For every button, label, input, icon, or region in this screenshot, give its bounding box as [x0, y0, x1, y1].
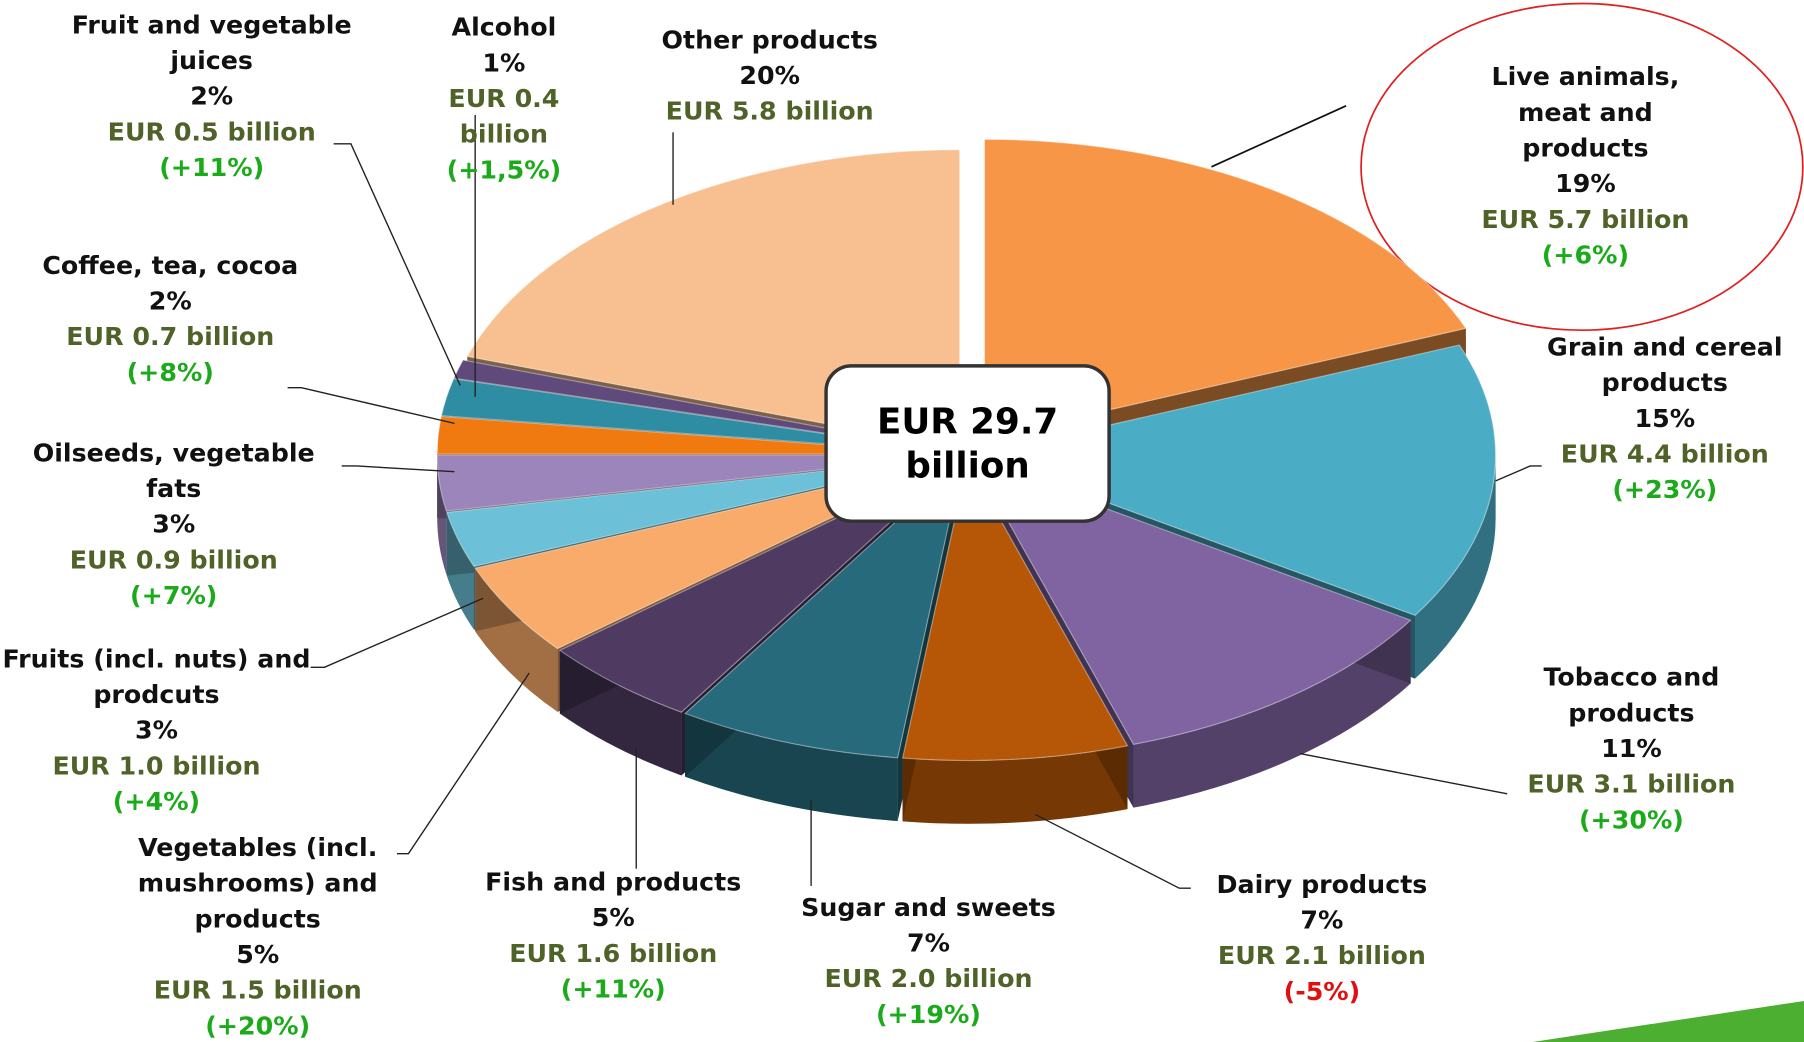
total-box: EUR 29.7 billion	[826, 366, 1109, 521]
percent-label: 7%	[1300, 906, 1344, 936]
category-label: Other products	[661, 26, 878, 56]
slice	[972, 458, 1412, 746]
leader-line	[396, 672, 530, 855]
percent-label: 19%	[1555, 170, 1616, 200]
change-label: (+7%)	[130, 582, 218, 611]
change-label: (+20%)	[205, 1012, 311, 1042]
slice-side-shade	[1133, 620, 1411, 808]
leader-line	[341, 465, 455, 473]
leader-line	[1495, 465, 1542, 482]
decoration	[1532, 1000, 1804, 1042]
change-label: (+23%)	[1612, 476, 1718, 506]
slice	[901, 459, 1129, 762]
slice-side-shade	[1415, 455, 1496, 679]
change-label: (+30%)	[1578, 806, 1684, 836]
category-label: Live animals, meat and products	[1491, 63, 1680, 164]
category-label: Coffee, tea, cocoa	[42, 251, 299, 281]
slice-label: Fruits (incl. nuts) and prodcuts 3% EUR 1.…	[0, 642, 323, 820]
percent-label: 2%	[190, 82, 234, 112]
slice-label: Fruit and vegetable juices 2% EUR 0.5 bill…	[39, 8, 384, 186]
percent-label: 20%	[739, 62, 800, 91]
amount-label: EUR 4.4 billion	[1560, 440, 1769, 470]
slice-label: Sugar and sweets 7% EUR 2.0 billion (+19%)	[756, 890, 1101, 1033]
slice-side	[902, 745, 1128, 824]
amount-label: EUR 0.9 billion	[69, 546, 278, 576]
amount-label: EUR 5.7 billion	[1481, 205, 1690, 235]
category-label: Fish and products	[485, 868, 742, 898]
amount-label: EUR 0.7 billion	[66, 323, 275, 353]
slice-side	[1133, 620, 1411, 808]
percent-label: 7%	[906, 929, 950, 959]
category-label: Tobacco and products	[1543, 663, 1720, 729]
category-label: Sugar and sweets	[801, 893, 1056, 923]
total-box-frame	[824, 364, 1111, 523]
amount-label: EUR 1.6 billion	[509, 939, 718, 969]
slice-label: Fish and products 5% EUR 1.6 billion (+11%)	[441, 865, 786, 1008]
change-label: (+19%)	[875, 1000, 981, 1030]
change-label: (+4%)	[112, 788, 201, 817]
slice-label: Vegetables (incl. mushrooms) and product…	[102, 831, 413, 1042]
slice-label: Alcohol 1% EUR 0.4 billion (+1,5%)	[412, 10, 596, 188]
amount-label: EUR 1.0 billion	[52, 752, 261, 782]
change-label: (+8%)	[126, 358, 214, 388]
percent-label: 15%	[1634, 404, 1696, 434]
percent-label: 3%	[134, 716, 178, 746]
slice	[684, 459, 964, 759]
amount-label: EUR 3.1 billion	[1527, 770, 1736, 800]
slice-label: Oilseeds, vegetable fats 3% EUR 0.9 billio…	[1, 436, 346, 614]
category-label: Vegetables (incl. mushrooms) and product…	[137, 834, 378, 935]
category-label: Alcohol	[451, 13, 557, 43]
slice-side	[1415, 455, 1496, 679]
percent-label: 1%	[482, 49, 526, 79]
amount-label: EUR 0.4 billion	[448, 85, 560, 150]
percent-label: 5%	[236, 941, 280, 970]
slice-side	[685, 713, 898, 821]
percent-label: 3%	[152, 510, 196, 540]
leader-line	[333, 143, 461, 386]
category-label: Dairy products	[1216, 870, 1428, 900]
slice-label: Live animals, meat and products 19% EUR 5.…	[1465, 60, 1707, 274]
amount-label: EUR 2.1 billion	[1217, 942, 1426, 972]
change-label: (-5%)	[1283, 977, 1361, 1007]
category-label: Fruits (incl. nuts) and prodcuts	[2, 645, 311, 710]
category-label: Fruit and vegetable juices	[71, 11, 352, 76]
slice-side-shade	[685, 713, 898, 821]
slice	[975, 344, 1497, 617]
category-label: Grain and cereal products	[1547, 333, 1783, 399]
change-label: (+1,5%)	[446, 156, 562, 186]
leader-line	[1299, 752, 1508, 795]
total-label: EUR 29.7 billion	[876, 400, 1059, 487]
leader-line	[310, 597, 484, 668]
slice-side-shade	[902, 745, 1128, 824]
slice-label: Grain and cereal products 15% EUR 4.4 bill…	[1521, 330, 1804, 508]
slice-label: Other products 20% EUR 5.8 billion	[620, 23, 919, 130]
slice	[983, 138, 1467, 440]
slice-label: Dairy products 7% EUR 2.1 billion (-5%)	[1172, 867, 1471, 1010]
change-label: (+11%)	[560, 975, 666, 1005]
amount-label: EUR 2.0 billion	[824, 965, 1033, 995]
category-label: Oilseeds, vegetable fats	[32, 439, 315, 504]
amount-label: EUR 1.5 billion	[153, 976, 362, 1006]
highlight-pointer	[1211, 105, 1347, 168]
highlight-ellipse	[1360, 2, 1804, 332]
amount-label: EUR 5.8 billion	[665, 97, 874, 127]
leader-line	[1035, 813, 1191, 889]
slice-label: Coffee, tea, cocoa 2% EUR 0.7 billion (+8%)	[0, 249, 343, 392]
percent-label: 5%	[591, 904, 635, 934]
percent-label: 2%	[148, 287, 192, 317]
change-label: (+6%)	[1541, 241, 1630, 271]
change-label: (+11%)	[159, 154, 265, 183]
percent-label: 11%	[1601, 735, 1662, 764]
slice-label: Tobacco and products 11% EUR 3.1 billion (+…	[1522, 660, 1741, 838]
amount-label: EUR 0.5 billion	[107, 118, 316, 148]
leader-line	[287, 387, 455, 425]
